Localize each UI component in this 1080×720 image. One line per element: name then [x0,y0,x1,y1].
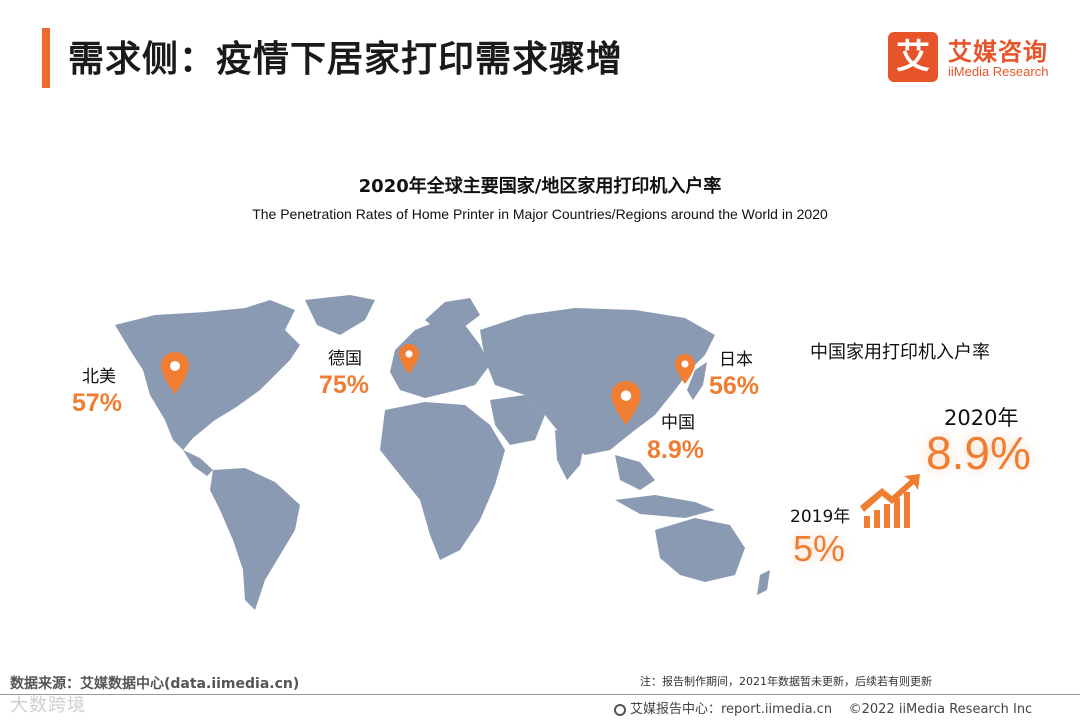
world-map [115,295,770,610]
continent-japan [687,362,707,400]
brand-logo-mark: 艾 [888,32,938,82]
page-title: 需求侧：疫情下居家打印需求骤增 [68,39,624,80]
continent-australia [655,518,745,582]
map-pin-icon-japan [675,354,695,384]
copyright: ©2022 iiMedia Research Inc [848,702,1033,717]
title-accent-bar [42,28,50,88]
brand-logo: 艾 艾媒咨询 iiMedia Research [888,32,1063,84]
region-value-japan: 56% [709,372,760,400]
data-source: 数据来源：艾媒数据中心(data.iimedia.cn) [10,676,300,692]
region-value-china: 8.9% [647,436,704,464]
chart-title-en: The Penetration Rates of Home Printer in… [252,206,828,222]
map-pin-icon-north-america [161,352,189,394]
continent-south-america [210,468,300,610]
continent-new-zealand [757,570,770,595]
continent-middle-east [490,395,545,445]
map-pin-icon-germany [399,344,419,374]
value-2020: 8.9% [926,427,1031,479]
brand-name-en: iiMedia Research [948,64,1049,79]
year-2019-label: 2019年 [790,507,851,527]
region-label-north-america: 北美 [82,367,116,387]
china-rate-title: 中国家用打印机入户率 [810,342,990,363]
region-label-japan: 日本 [719,350,753,370]
footnote: 注：报告制作期间，2021年数据暂未更新，后续若有则更新 [640,675,932,688]
footer-right: 艾媒报告中心：report.iimedia.cn ©2022 iiMedia R… [614,698,1032,717]
map-pin-icon-china [611,381,641,425]
continent-europe [390,320,490,398]
region-value-germany: 75% [319,371,370,399]
continent-asia [480,308,715,455]
continent-indonesia [615,495,715,518]
value-2019: 5% [793,528,846,569]
continent-scandinavia [425,298,480,332]
year-2020-label: 2020年 [944,406,1019,430]
continent-central-america [183,450,213,476]
continent-southeast-asia [615,455,655,490]
report-center-icon [614,704,626,716]
continent-greenland [305,295,375,335]
region-label-germany: 德国 [328,349,362,369]
continent-india [555,430,585,480]
chart-title-cn: 2020年全球主要国家/地区家用打印机入户率 [358,176,722,197]
brand-name-cn: 艾媒咨询 [948,38,1048,66]
continent-africa [380,402,505,560]
footer-divider [0,694,1080,695]
region-value-north-america: 57% [72,389,123,417]
growth-chart-icon [860,474,920,528]
watermark-text: 大数跨境 [10,695,86,716]
continent-north-america [115,300,300,450]
report-center-link[interactable]: 艾媒报告中心：report.iimedia.cn [630,702,833,717]
region-label-china: 中国 [661,413,695,433]
